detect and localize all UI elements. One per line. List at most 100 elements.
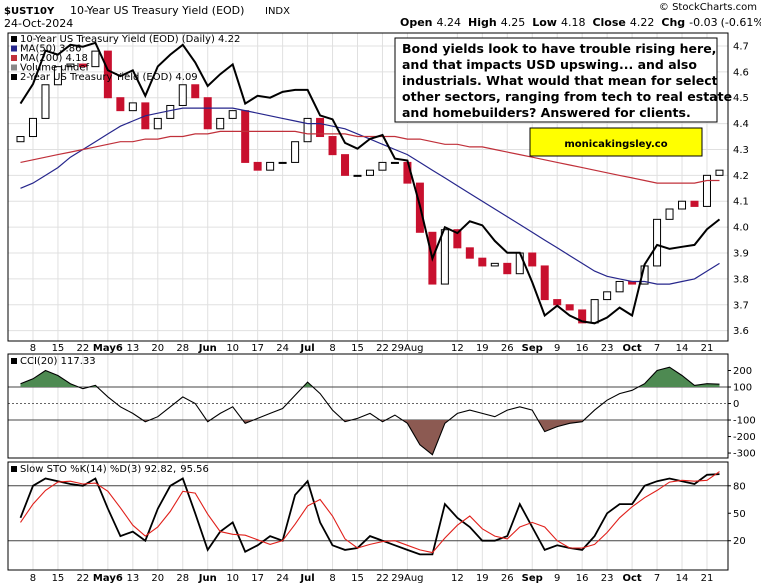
legend-label: Volume undef	[20, 63, 90, 74]
y-tick-label: 4.0	[733, 223, 749, 234]
panel-frame	[7, 32, 729, 342]
candle	[228, 110, 237, 119]
candle	[553, 299, 562, 306]
candle	[341, 154, 350, 176]
x-tick-label: 7	[654, 573, 660, 584]
x-tick-label: 16	[576, 573, 589, 584]
legend-swatch	[11, 466, 17, 472]
quote-label: Open	[400, 16, 433, 29]
credit: © StockCharts.com	[659, 2, 757, 13]
candle	[578, 309, 587, 324]
series-line	[19, 41, 721, 325]
x-tick-label: 22	[77, 343, 90, 354]
candle	[103, 50, 112, 99]
y-tick-label: 4.5	[733, 93, 749, 104]
candle	[503, 262, 512, 275]
candle	[203, 97, 212, 130]
quote-change-pct: (-0.61%)	[721, 16, 761, 29]
annotation-line: industrials. What would that mean for se…	[402, 73, 718, 88]
x-tick-label: 10	[226, 343, 239, 354]
candle	[53, 66, 62, 86]
y-tick-label: 3.7	[733, 300, 749, 311]
candle	[378, 161, 387, 171]
x-tick-label: 15	[52, 573, 65, 584]
quote-value: 4.18	[561, 16, 586, 29]
y-tick-label: 80	[733, 481, 746, 492]
candle	[316, 117, 325, 138]
y-tick-label: 0	[733, 399, 739, 410]
candle	[565, 304, 574, 311]
legend-swatch	[11, 36, 17, 42]
x-tick-label: 9	[554, 573, 560, 584]
y-tick-label: 20	[733, 536, 746, 547]
y-tick-label: 4.3	[733, 145, 749, 156]
x-tick-label: 16	[576, 343, 589, 354]
candle	[490, 262, 499, 267]
x-tick-label: 29Aug	[391, 573, 423, 584]
y-tick-label: 4.2	[733, 171, 749, 182]
x-tick-label: Jul	[299, 343, 314, 354]
quote-label: High	[468, 16, 497, 29]
y-tick-label: 4.1	[733, 197, 749, 208]
quote-label: Low	[532, 16, 557, 29]
x-tick-label: Oct	[622, 343, 641, 354]
candle	[702, 174, 711, 207]
x-tick-label: 23	[601, 573, 614, 584]
x-tick-label: 20	[151, 343, 164, 354]
x-tick-label: 13	[126, 573, 139, 584]
annotation-frame	[394, 37, 718, 123]
y-tick-label: 4.4	[733, 119, 749, 130]
candle	[66, 63, 75, 68]
x-tick-label: 8	[30, 343, 36, 354]
x-tick-label: 26	[501, 573, 514, 584]
x-tick-label: 24	[276, 343, 289, 354]
candle	[478, 257, 487, 267]
panel-frame	[7, 461, 729, 571]
x-tick-label: 21	[701, 343, 714, 354]
x-tick-label: Jun	[198, 573, 217, 584]
x-tick-label: 14	[676, 573, 689, 584]
quote: Open 4.24 High 4.25 Low 4.18 Close 4.22 Chg -0.03…	[400, 16, 761, 29]
annotation-box: Bond yields look to have trouble rising …	[394, 37, 732, 157]
y-tick-label: 4.7	[733, 41, 749, 52]
x-tick-label: 17	[251, 343, 264, 354]
candle	[291, 141, 300, 163]
x-tick-label: May6	[93, 343, 123, 354]
candle	[41, 84, 50, 119]
y-tick-label: 3.6	[733, 326, 749, 337]
series-line	[20, 471, 720, 554]
legend-swatch	[11, 64, 17, 71]
quote-label: Chg	[661, 16, 685, 29]
candle	[303, 117, 312, 143]
x-tick-label: Sep	[522, 343, 543, 354]
plots: 3.6 3.7 3.8 3.9 4.0 4.1 4.2 4.3 4.4 4.5 4.6 4.7 10-Y…	[7, 32, 756, 584]
x-tick-label: May6	[93, 573, 123, 584]
candle	[128, 102, 137, 112]
candle	[653, 218, 662, 267]
legend-label: MA(200) 4.18	[20, 53, 88, 64]
x-tick-label: 20	[151, 573, 164, 584]
legend-swatch	[11, 45, 17, 52]
legend-label: CCI(20) 117.33	[20, 356, 96, 367]
candle	[28, 117, 37, 138]
x-tick-label: 24	[276, 573, 289, 584]
annotation-line: and that impacts USD upswing... and also	[402, 57, 697, 72]
quote-value: 4.22	[630, 16, 655, 29]
candle	[453, 229, 462, 249]
x-tick-label: 15	[52, 343, 65, 354]
x-tick-label: 8	[329, 343, 335, 354]
candle	[540, 265, 549, 301]
candle	[216, 117, 225, 130]
x-tick-label: 17	[251, 573, 264, 584]
x-tick-label: 19	[476, 343, 489, 354]
candle	[690, 200, 699, 207]
x-tick-label: Oct	[622, 573, 641, 584]
x-tick-label: 22	[77, 573, 90, 584]
annotation-line: other sectors, ranging from tech to real…	[402, 89, 732, 104]
x-tick-label: 15	[351, 573, 364, 584]
candle	[665, 208, 674, 220]
legend-label: MA(50) 3.86	[20, 44, 81, 55]
legend-swatch	[11, 55, 17, 61]
legend-label: 95.56	[180, 464, 209, 475]
x-tick-label: 7	[654, 343, 660, 354]
